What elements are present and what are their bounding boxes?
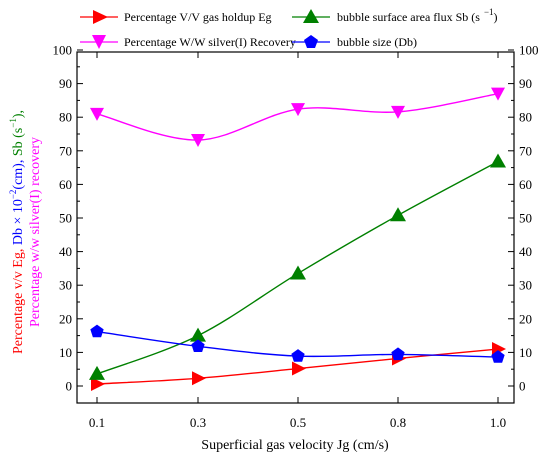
series-line-recovery <box>96 92 499 141</box>
y-tick-label-left: 100 <box>53 43 73 58</box>
data-point-surface-flux <box>390 207 406 222</box>
y-tick-label-left: 0 <box>66 379 73 394</box>
y-axis-label-line2: Percentage w/w silver(I) recovery <box>28 137 43 327</box>
y-label-db-unit: (cm), <box>11 156 26 189</box>
data-point-bubble-size <box>391 347 405 361</box>
data-point-recovery <box>391 105 405 119</box>
data-point-bubble-size <box>291 349 305 362</box>
y-tick-label-right: 90 <box>519 76 532 91</box>
y-tick-label-right: 100 <box>519 43 539 58</box>
legend-marker-surface-flux <box>303 9 319 23</box>
data-point-gas-holdup <box>292 361 306 376</box>
x-tick-label: 0.1 <box>89 415 105 430</box>
data-point-surface-flux <box>490 153 506 168</box>
series-markers <box>89 87 506 391</box>
axis-ticks <box>77 49 514 403</box>
y-tick-label-left: 30 <box>59 278 72 293</box>
plot-frame <box>76 51 515 404</box>
y-tick-label-left: 20 <box>59 311 72 326</box>
data-point-surface-flux <box>89 365 105 380</box>
legend-marker-gas-holdup <box>93 10 108 24</box>
y-tick-label-left: 70 <box>59 143 72 158</box>
y-axis-label-line1: Percentage v/v Eg, Db × 10−2(cm), Sb (s−… <box>8 110 26 354</box>
y-tick-label-right: 70 <box>519 143 532 158</box>
y-label-db-sup: −2 <box>8 190 18 200</box>
legend-item-recovery: Percentage W/W silver(I) Recovery <box>80 35 296 49</box>
y-tick-label-right: 0 <box>519 379 526 394</box>
series-lines <box>96 92 499 385</box>
y-tick-label-right: 40 <box>519 244 532 259</box>
x-tick-label: 1.0 <box>490 415 506 430</box>
y-tick-label-right: 80 <box>519 110 532 125</box>
axis-tick-labels: 0 0 10 10 20 20 30 30 40 40 50 50 60 60 70 70 80 80 90 90 10… <box>53 43 539 431</box>
data-point-bubble-size <box>491 350 505 363</box>
y-tick-label-right: 10 <box>519 345 532 360</box>
x-tick-label: 0.5 <box>290 415 306 430</box>
legend-item-gas-holdup: Percentage V/V gas holdup Eg <box>80 10 272 24</box>
data-point-surface-flux <box>190 327 206 342</box>
x-axis-label: Superficial gas velocity Jg (cm/s) <box>201 438 389 453</box>
y-tick-label-left: 40 <box>59 244 72 259</box>
legend-label-surface-flux-sup: −1 <box>484 7 494 17</box>
data-point-bubble-size <box>90 324 104 338</box>
y-tick-label-left: 10 <box>59 345 72 360</box>
y-tick-label-left: 90 <box>59 76 72 91</box>
data-point-surface-flux <box>290 265 306 280</box>
y-tick-label-right: 30 <box>519 278 532 293</box>
data-point-recovery <box>90 107 104 121</box>
data-point-recovery <box>291 103 305 117</box>
legend-label-gas-holdup: Percentage V/V gas holdup Eg <box>124 10 272 24</box>
legend: Percentage V/V gas holdup Eg bubble surf… <box>80 7 498 49</box>
y-label-eg: Percentage v/v Eg, <box>11 245 26 354</box>
data-point-recovery <box>491 87 505 101</box>
y-label-db: Db × 10 <box>11 199 26 245</box>
y-label-sb-sup: −1 <box>8 118 18 128</box>
legend-marker-recovery <box>92 35 106 49</box>
y-tick-label-right: 20 <box>519 311 532 326</box>
y-tick-label-left: 60 <box>59 177 72 192</box>
legend-label-bubble-size: bubble size (Db) <box>337 35 417 49</box>
y-axis-label: Percentage v/v Eg, Db × 10−2(cm), Sb (s−… <box>8 110 43 354</box>
legend-label-recovery: Percentage W/W silver(I) Recovery <box>124 35 296 49</box>
legend-item-surface-flux: bubble surface area flux Sb (s −1) <box>292 7 498 24</box>
y-tick-label-left: 50 <box>59 211 72 226</box>
legend-item-bubble-size: bubble size (Db) <box>292 35 417 49</box>
y-tick-label-right: 50 <box>519 211 532 226</box>
x-tick-label: 0.3 <box>190 415 206 430</box>
y-tick-label-right: 60 <box>519 177 532 192</box>
legend-label-surface-flux-close: ) <box>494 10 498 24</box>
data-point-gas-holdup <box>91 376 105 391</box>
y-tick-label-left: 80 <box>59 110 72 125</box>
y-label-sb: Sb (s <box>11 128 26 156</box>
data-point-gas-holdup <box>192 371 206 386</box>
data-point-bubble-size <box>191 339 205 353</box>
legend-label-surface-flux-main: bubble surface area flux Sb (s <box>337 10 480 24</box>
legend-marker-bubble-size <box>304 35 318 48</box>
data-point-recovery <box>191 134 205 148</box>
legend-label-surface-flux: bubble surface area flux Sb (s −1) <box>337 7 498 24</box>
x-tick-label: 0.8 <box>390 415 406 430</box>
y-label-sb-close: ), <box>11 110 26 118</box>
